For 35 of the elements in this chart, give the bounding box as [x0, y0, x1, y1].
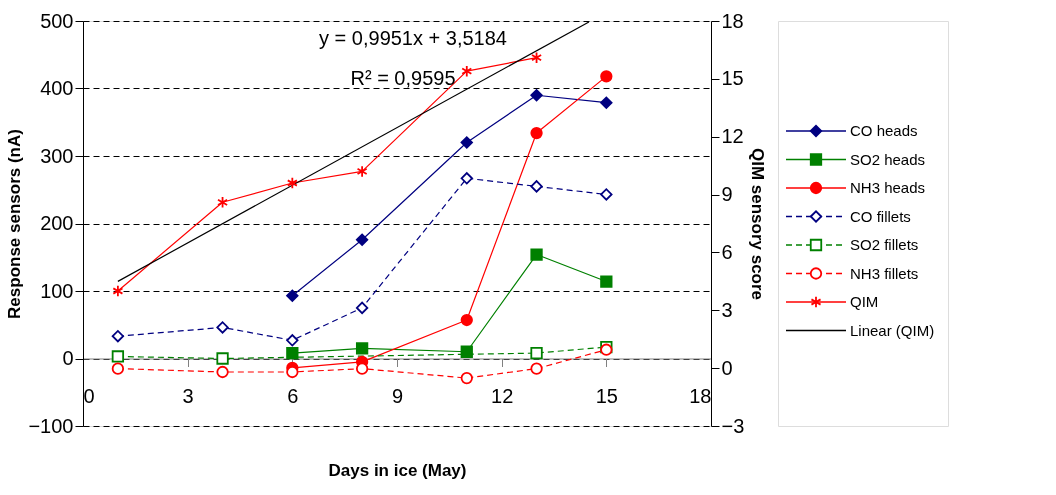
y2-tick-label: 3 — [721, 298, 733, 321]
y2-tick-label: 6 — [721, 240, 733, 263]
x-tick-label: 15 — [595, 385, 618, 407]
legend-label: SO2 heads — [850, 150, 926, 168]
x-tick-label: 18 — [689, 385, 712, 407]
y-tick-label: 500 — [40, 9, 74, 32]
y2-tick-label: 18 — [721, 9, 744, 32]
annotation: R² = 0,9595 — [350, 67, 456, 89]
y2-tick-label: −3 — [721, 414, 745, 437]
legend-label: CO fillets — [850, 207, 911, 225]
x-tick-label: 6 — [287, 385, 299, 407]
legend-label: NH3 heads — [850, 179, 926, 196]
y-axis-title: Response sensors (nA) — [5, 129, 25, 319]
y-tick-label: 100 — [40, 279, 74, 302]
legend-label: QIM — [850, 293, 879, 310]
x-tick-label: 9 — [391, 385, 404, 407]
annotation: y = 0,9951x + 3,5184 — [319, 27, 507, 49]
y-tick-label: 300 — [40, 144, 74, 167]
legend-label: CO heads — [850, 122, 918, 139]
y2-tick-label: 12 — [721, 125, 744, 148]
x-tick-label: 3 — [182, 385, 194, 407]
legend-label: Linear (QIM) — [850, 321, 935, 339]
y2-axis-title: QIM sensory score — [748, 147, 768, 301]
y-tick-label: 400 — [40, 77, 74, 99]
legend-label: NH3 fillets — [850, 264, 919, 282]
y-tick-label: 200 — [40, 212, 74, 234]
legend-label: SO2 fillets — [850, 236, 919, 253]
x-tick-label: 12 — [491, 385, 514, 407]
y2-tick-label: 0 — [721, 356, 733, 379]
y2-tick-label: 15 — [721, 67, 744, 90]
x-axis-title: Days in ice (May) — [328, 460, 467, 480]
x-tick-label: 0 — [83, 385, 95, 407]
y-tick-label: −100 — [28, 414, 74, 437]
y-tick-label: 0 — [62, 347, 74, 369]
y2-tick-label: 9 — [721, 183, 733, 206]
